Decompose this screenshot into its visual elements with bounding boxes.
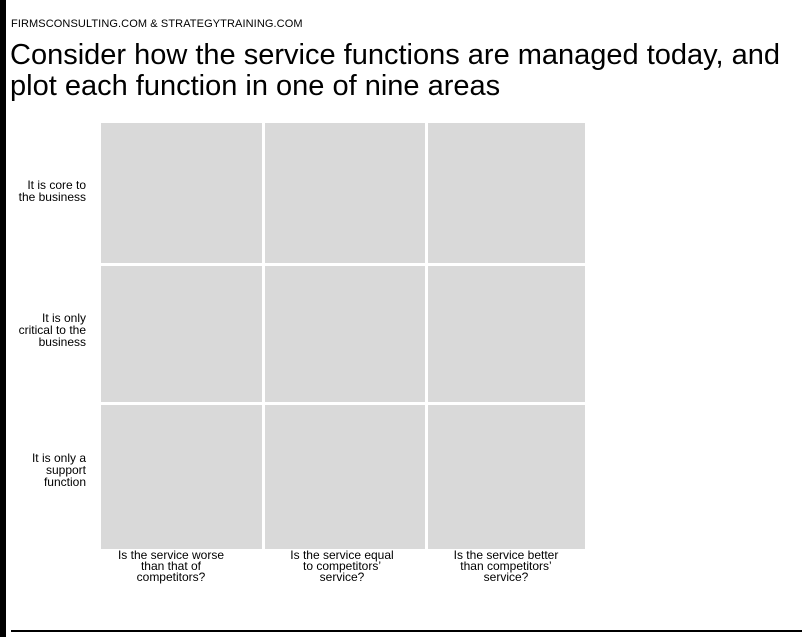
bottom-rule [11, 630, 802, 632]
matrix-cell-support-better [428, 405, 585, 549]
page-title: Consider how the service functions are m… [10, 39, 781, 102]
matrix-cell-core-better [428, 123, 585, 263]
column-label-worse: Is the service worse than that of competit… [117, 548, 225, 584]
column-label-better: Is the service better than competitors’ se… [453, 548, 559, 584]
row-label-critical: It is only critical to the business [18, 311, 86, 349]
matrix-cell-critical-equal [265, 266, 425, 402]
matrix-cell-critical-worse [101, 266, 262, 402]
matrix-cell-core-equal [265, 123, 425, 263]
source-label: FIRMSCONSULTING.COM & STRATEGYTRAINING.C… [11, 18, 303, 30]
matrix-cell-support-equal [265, 405, 425, 549]
matrix-cell-support-worse [101, 405, 262, 549]
row-label-core: It is core to the business [18, 178, 86, 204]
matrix-cell-core-worse [101, 123, 262, 263]
column-label-equal: Is the service equal to competitors’ servi… [290, 548, 394, 584]
slide: FIRMSCONSULTING.COM & STRATEGYTRAINING.C… [6, 0, 802, 637]
matrix-cell-critical-better [428, 266, 585, 402]
row-label-support: It is only a support function [31, 451, 86, 489]
